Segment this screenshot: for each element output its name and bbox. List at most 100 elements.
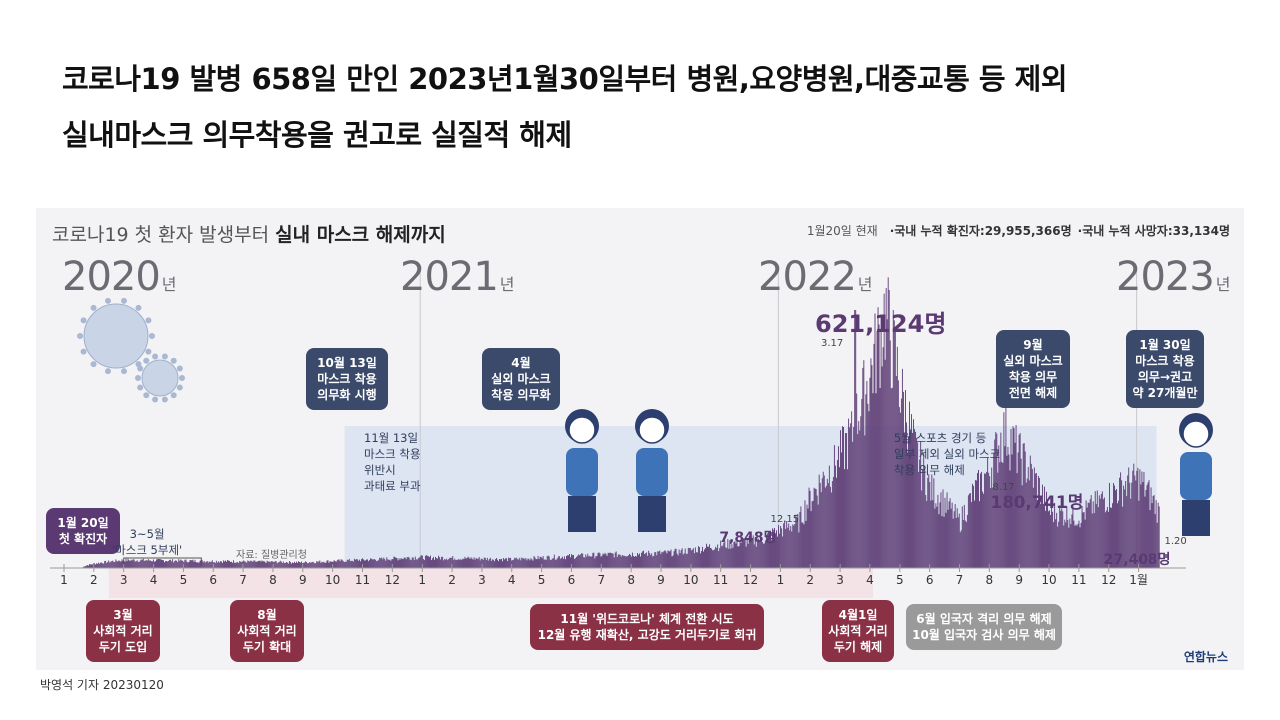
- daily-case-bar: [753, 544, 755, 568]
- daily-case-bar: [197, 562, 199, 568]
- daily-case-bar: [914, 429, 916, 568]
- daily-case-bar: [1012, 426, 1014, 568]
- daily-case-bar: [544, 559, 546, 568]
- daily-case-bar: [333, 560, 335, 568]
- daily-case-bar: [666, 553, 668, 568]
- daily-case-bar: [797, 513, 799, 568]
- daily-case-bar: [153, 561, 155, 568]
- daily-case-bar: [566, 556, 567, 568]
- daily-case-bar: [796, 517, 798, 568]
- daily-case-bar: [955, 517, 957, 568]
- month-tick-label: 9: [1015, 573, 1023, 587]
- daily-case-bar: [326, 560, 328, 568]
- daily-case-bar: [742, 538, 744, 568]
- daily-case-bar: [105, 560, 107, 568]
- daily-case-bar: [691, 549, 693, 568]
- daily-case-bar: [377, 560, 379, 568]
- daily-case-bar: [570, 557, 571, 568]
- daily-case-bar: [417, 558, 419, 568]
- daily-case-bar: [125, 558, 127, 568]
- daily-case-bar: [851, 411, 853, 568]
- daily-case-bar: [424, 555, 426, 568]
- daily-case-bar: [1134, 475, 1136, 568]
- daily-case-bar: [346, 559, 348, 568]
- stats-confirmed: ·국내 누적 확진자:29,955,366명: [889, 224, 1072, 238]
- daily-case-bar: [143, 560, 145, 568]
- daily-case-bar: [501, 558, 502, 568]
- person-cheering-legs: [1182, 500, 1210, 536]
- month-tick-label: 1: [60, 573, 68, 587]
- daily-case-bar: [523, 558, 525, 568]
- daily-case-bar: [188, 561, 190, 568]
- month-tick-label: 9: [657, 573, 665, 587]
- daily-case-bar: [359, 561, 361, 568]
- daily-case-bar: [186, 561, 188, 568]
- daily-case-bar: [176, 560, 178, 568]
- daily-case-bar: [1111, 507, 1112, 568]
- daily-case-bar: [515, 558, 517, 568]
- daily-case-bar: [521, 557, 523, 568]
- daily-case-bar: [474, 559, 476, 568]
- daily-case-bar: [1074, 525, 1076, 568]
- daily-case-bar: [322, 562, 324, 568]
- daily-case-bar: [236, 562, 238, 568]
- daily-case-bar: [1037, 475, 1039, 568]
- daily-case-bar: [738, 546, 740, 568]
- daily-case-bar: [628, 553, 630, 568]
- daily-case-bar: [262, 561, 264, 568]
- daily-case-bar: [519, 557, 521, 568]
- daily-case-bar: [714, 549, 716, 568]
- daily-case-bar: [743, 538, 745, 568]
- daily-case-bar: [1024, 451, 1026, 568]
- daily-case-bar: [1077, 523, 1079, 568]
- daily-case-bar: [855, 310, 857, 568]
- daily-case-bar: [423, 560, 425, 568]
- daily-case-bar: [96, 563, 98, 568]
- month-tick-label: 3: [836, 573, 844, 587]
- daily-case-bar: [405, 559, 407, 568]
- daily-case-bar: [345, 561, 347, 568]
- daily-case-bar: [1125, 481, 1127, 568]
- daily-case-bar: [330, 561, 332, 568]
- daily-case-bar: [647, 555, 649, 568]
- data-label-value: 7,848명: [719, 529, 776, 546]
- virus-illustration-spike: [80, 317, 87, 324]
- daily-case-bar: [660, 553, 662, 568]
- daily-case-bar: [893, 320, 895, 568]
- daily-case-bar: [504, 559, 506, 568]
- daily-case-bar: [880, 314, 882, 568]
- daily-case-bar: [551, 558, 553, 568]
- note-fine: 11월 13일 마스크 착용 위반시 과태료 부과: [364, 431, 421, 493]
- daily-case-bar: [553, 554, 555, 568]
- daily-case-bar: [718, 551, 720, 568]
- daily-case-bar: [744, 539, 746, 568]
- daily-case-bar: [658, 551, 660, 568]
- daily-case-bar: [1155, 500, 1157, 568]
- daily-case-bar: [103, 563, 105, 568]
- daily-case-bar: [244, 561, 246, 568]
- daily-case-bar: [722, 545, 724, 568]
- daily-case-bar: [791, 531, 793, 568]
- month-tick-label: 12: [743, 573, 758, 587]
- daily-case-bar: [458, 558, 460, 568]
- daily-case-bar: [1047, 498, 1048, 568]
- daily-case-bar: [299, 562, 300, 568]
- daily-case-bar: [408, 557, 410, 568]
- daily-case-bar: [434, 559, 435, 568]
- daily-case-bar: [208, 561, 210, 568]
- daily-case-bar: [270, 561, 272, 568]
- daily-case-bar: [114, 562, 116, 568]
- daily-case-bar: [981, 471, 983, 568]
- daily-case-bar: [351, 560, 353, 568]
- month-tick-label: 1월: [1129, 573, 1148, 587]
- daily-case-bar: [1018, 434, 1020, 568]
- daily-case-bar: [644, 554, 646, 568]
- daily-case-bar: [576, 556, 578, 568]
- daily-case-bar: [357, 560, 359, 568]
- daily-case-bar: [936, 506, 938, 568]
- daily-case-bar: [982, 491, 984, 568]
- daily-case-bar: [548, 556, 550, 568]
- daily-case-bar: [560, 557, 562, 568]
- daily-case-bar: [634, 556, 635, 568]
- daily-case-bar: [989, 476, 991, 568]
